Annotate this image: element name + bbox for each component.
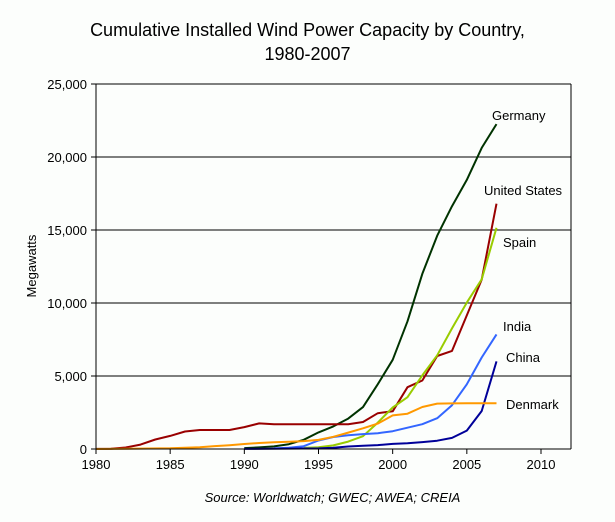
series-label-india: India: [503, 319, 532, 334]
y-tick-label: 25,000: [47, 77, 87, 92]
series-line-spain: [303, 227, 498, 449]
series-label-germany: Germany: [492, 108, 546, 123]
series-line-united-states: [95, 203, 498, 450]
series-line-denmark: [95, 402, 497, 450]
chart-title-line-2: 1980-2007: [264, 44, 351, 64]
series-label-denmark: Denmark: [506, 397, 559, 412]
y-tick-label: 15,000: [47, 223, 87, 238]
series-label-united-states: United States: [484, 183, 563, 198]
chart-title-line-1: Cumulative Installed Wind Power Capacity…: [90, 20, 525, 40]
series-line-germany: [244, 123, 498, 450]
series-line-india: [273, 333, 498, 450]
source-note: Source: Worldwatch; GWEC; AWEA; CREIA: [204, 490, 461, 505]
series-label-spain: Spain: [503, 235, 536, 250]
x-tick-label: 2005: [452, 457, 481, 472]
y-tick-label: 5,000: [54, 369, 87, 384]
x-tick-label: 1995: [304, 457, 333, 472]
series-label-china: China: [506, 350, 541, 365]
series-line-china: [244, 361, 498, 450]
y-axis-label: Megawatts: [24, 234, 39, 297]
y-tick-label: 0: [80, 442, 87, 457]
x-tick-label: 2010: [527, 457, 556, 472]
x-tick-label: 1990: [230, 457, 259, 472]
x-tick-label: 2000: [378, 457, 407, 472]
y-tick-label: 10,000: [47, 296, 87, 311]
chart-title: Cumulative Installed Wind Power Capacity…: [0, 18, 615, 66]
x-tick-label: 1985: [156, 457, 185, 472]
y-tick-label: 20,000: [47, 150, 87, 165]
x-tick-label: 1980: [82, 457, 111, 472]
